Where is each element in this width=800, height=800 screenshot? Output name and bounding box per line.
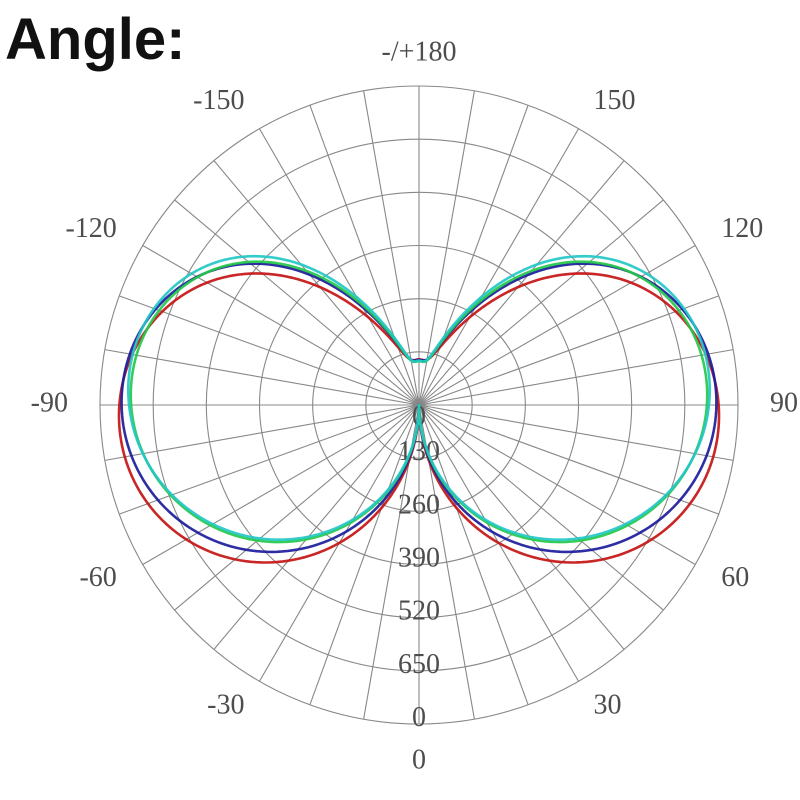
svg-text:-90: -90 bbox=[31, 387, 68, 418]
svg-text:-30: -30 bbox=[207, 690, 244, 721]
svg-text:-120: -120 bbox=[65, 213, 116, 244]
svg-text:260: 260 bbox=[398, 489, 440, 520]
svg-text:-150: -150 bbox=[193, 85, 244, 116]
svg-text:-60: -60 bbox=[79, 562, 116, 593]
svg-text:150: 150 bbox=[594, 85, 636, 116]
svg-text:30: 30 bbox=[594, 690, 622, 721]
svg-text:520: 520 bbox=[398, 596, 440, 627]
svg-text:60: 60 bbox=[721, 562, 749, 593]
svg-text:0: 0 bbox=[412, 744, 426, 775]
svg-text:120: 120 bbox=[721, 213, 763, 244]
svg-text:90: 90 bbox=[770, 387, 798, 418]
svg-text:-/+180: -/+180 bbox=[382, 36, 457, 67]
svg-text:650: 650 bbox=[398, 649, 440, 680]
svg-text:390: 390 bbox=[398, 543, 440, 574]
svg-text:0: 0 bbox=[412, 702, 426, 733]
